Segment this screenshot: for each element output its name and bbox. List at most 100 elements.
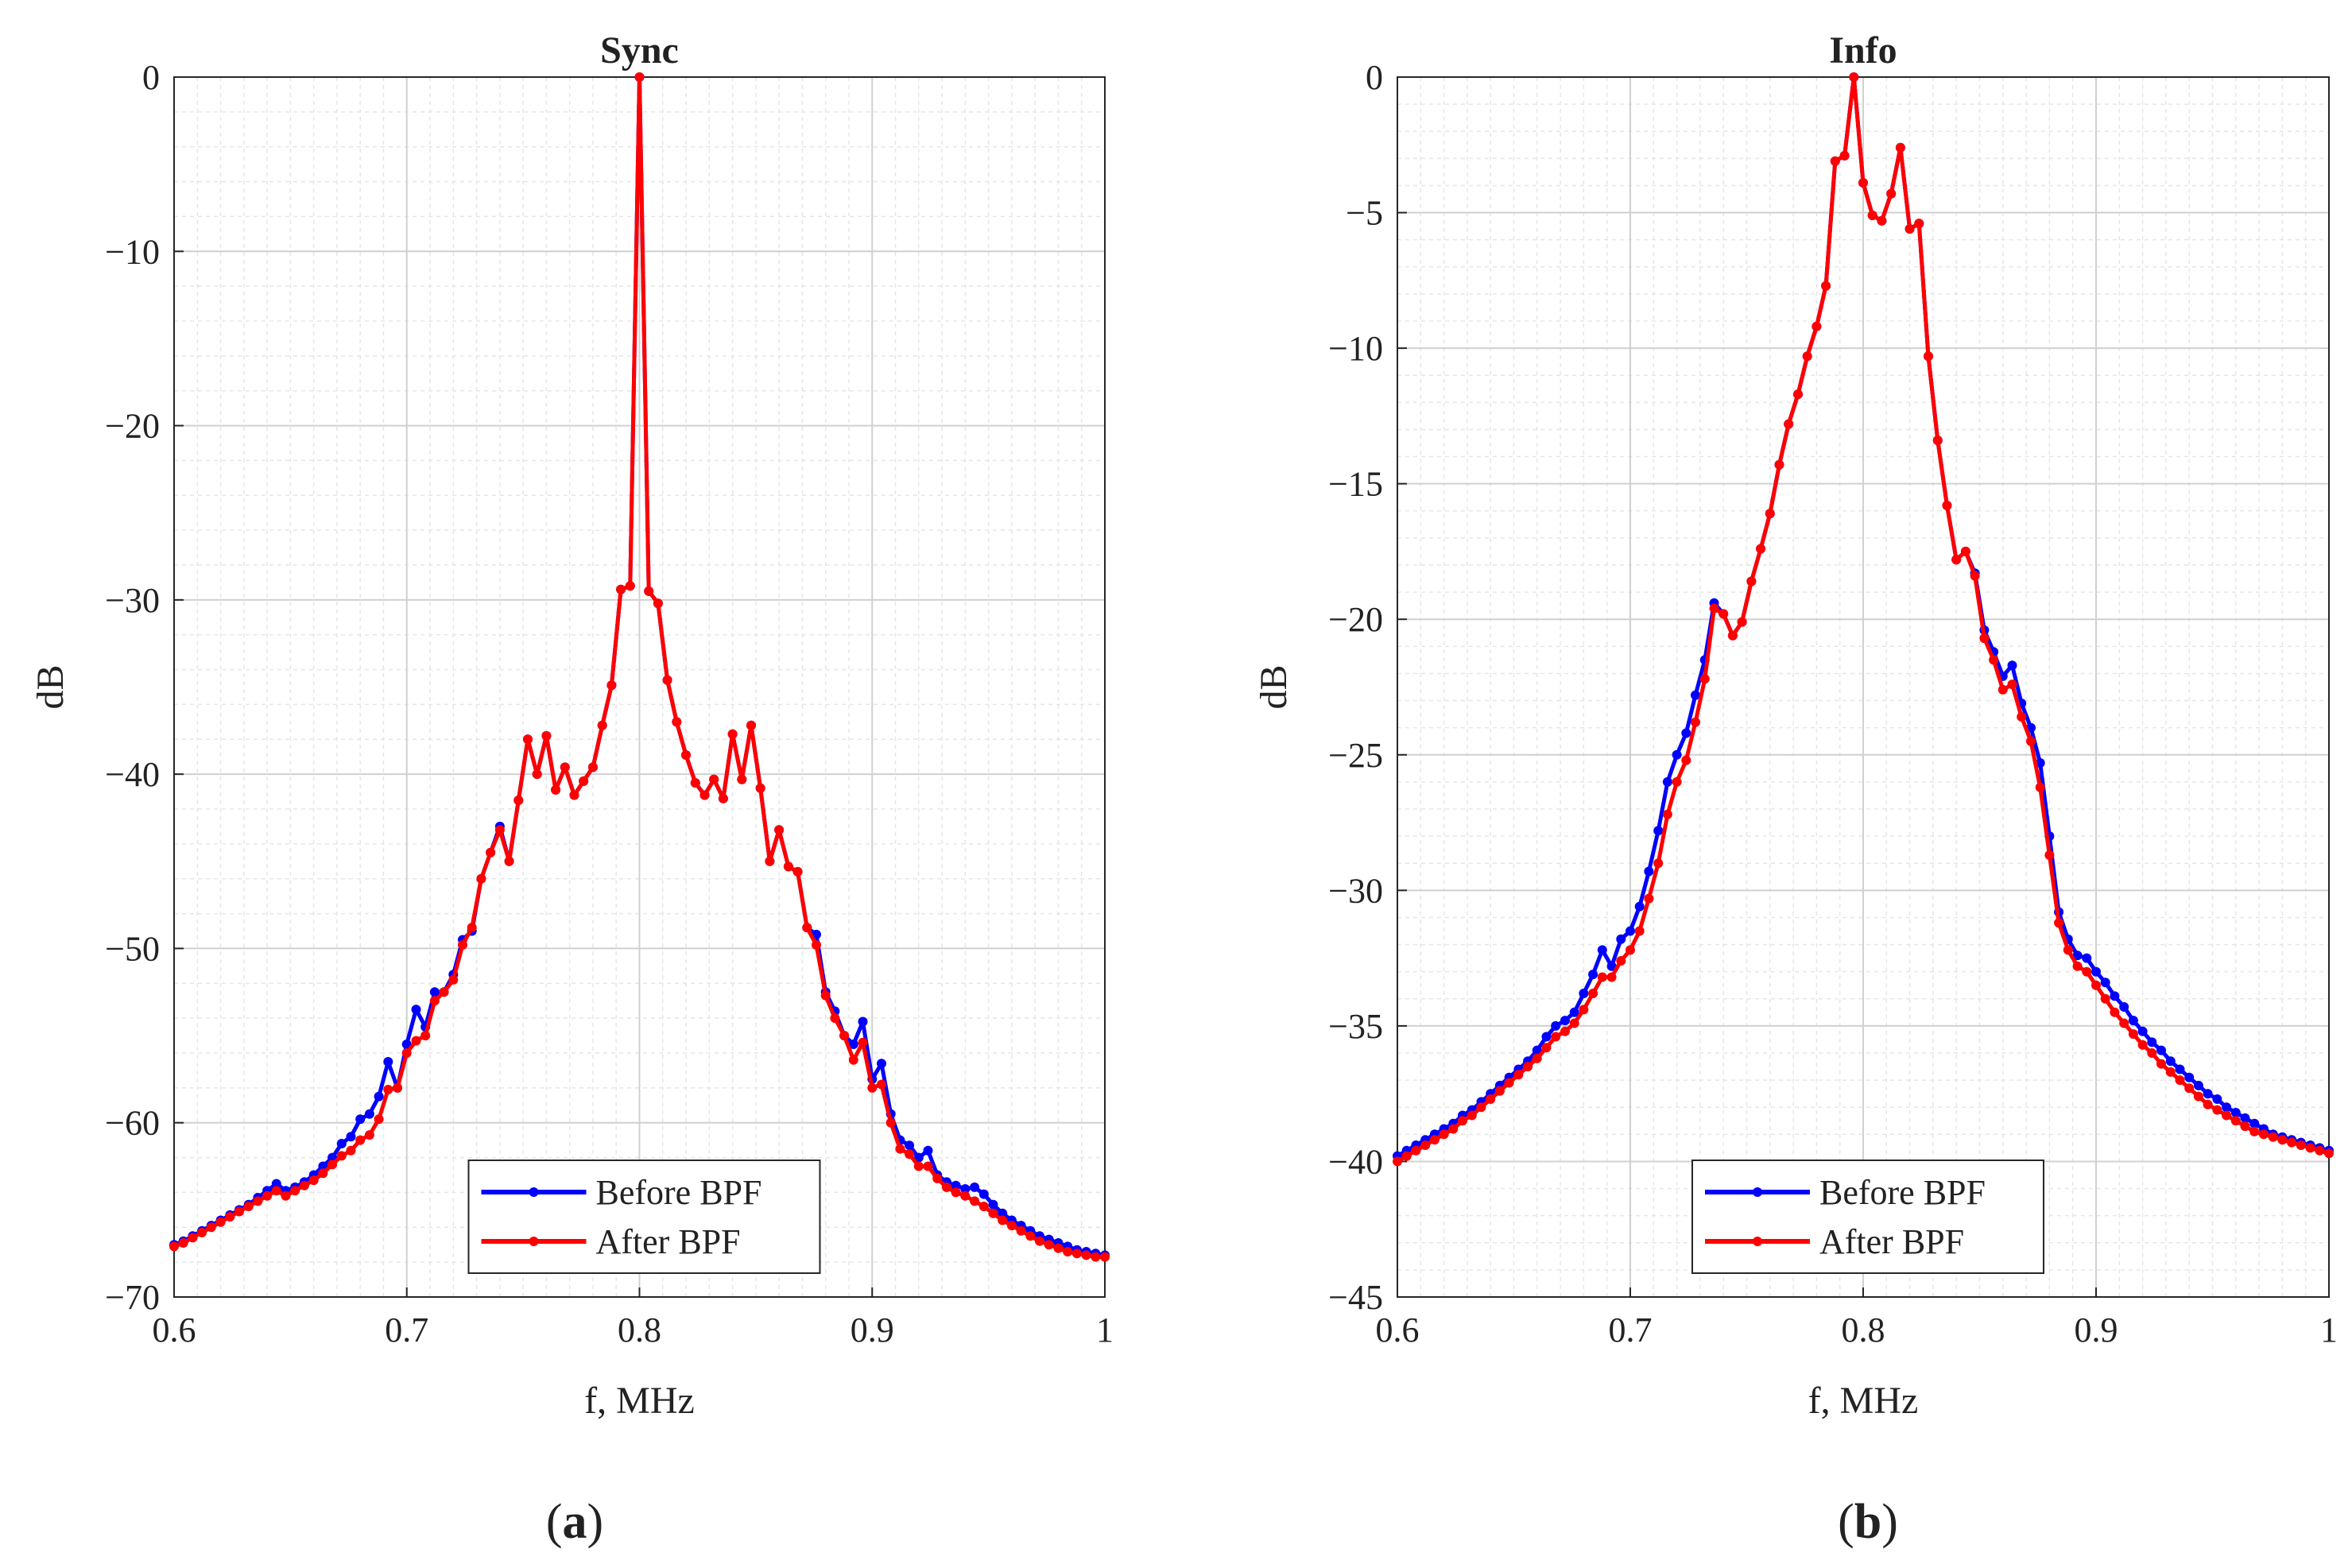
data-point — [1979, 633, 1990, 644]
data-point — [2240, 1121, 2250, 1132]
data-point — [2100, 993, 2110, 1004]
data-point — [1960, 546, 1970, 556]
data-point — [830, 1013, 840, 1024]
data-point — [2007, 660, 2017, 671]
panel-label-a: (a) — [546, 1495, 603, 1549]
data-point — [812, 940, 821, 950]
data-point — [439, 987, 449, 997]
data-point — [308, 1175, 319, 1186]
data-point — [1063, 1247, 1073, 1256]
x-tick-label: 0.9 — [2075, 1311, 2118, 1349]
data-point — [1597, 945, 1607, 955]
x-tick-label: 0.6 — [1376, 1311, 1420, 1349]
data-point — [1025, 1231, 1036, 1241]
data-point — [1989, 655, 1999, 665]
data-point — [532, 769, 542, 780]
x-tick-label: 0.7 — [1609, 1311, 1653, 1349]
axis-ticks: 0.6 0.7 0.8 0.9 1 0 −5 −10 −15 −20 −25 −30 −35 −40 −45 — [1328, 58, 2338, 1349]
data-point — [597, 720, 607, 730]
data-point — [1756, 544, 1766, 554]
data-point — [792, 866, 803, 877]
data-point — [1774, 459, 1784, 470]
data-point — [1458, 1116, 1467, 1126]
data-point — [1765, 509, 1775, 519]
data-point — [1625, 926, 1635, 936]
chart-info: 0.6 0.7 0.8 0.9 1 0 −5 −10 −15 −20 −25 −30 −35 −40 −45… — [1253, 29, 2338, 1549]
data-point — [374, 1114, 384, 1125]
data-point — [998, 1208, 1008, 1218]
data-point — [411, 1005, 421, 1015]
data-point — [253, 1196, 263, 1206]
data-point — [1634, 901, 1645, 912]
y-tick-label: −20 — [1328, 600, 1383, 639]
data-point — [569, 790, 579, 800]
data-point — [1672, 749, 1682, 760]
x-axis-label: f, MHz — [1808, 1380, 1919, 1422]
data-point — [1494, 1086, 1505, 1096]
data-point — [2156, 1059, 2166, 1069]
legend-marker-after-bpf — [1753, 1237, 1762, 1246]
y-tick-label: −50 — [105, 929, 160, 968]
data-point — [1429, 1135, 1439, 1145]
data-point — [2137, 1026, 2148, 1036]
x-axis-label: f, MHz — [584, 1380, 695, 1422]
data-point — [2315, 1145, 2325, 1156]
data-point — [1486, 1094, 1496, 1104]
data-point — [1532, 1053, 1542, 1063]
data-point — [429, 987, 440, 997]
data-point — [1091, 1252, 1101, 1262]
data-point — [1644, 893, 1654, 904]
legend-entry-after-bpf: After BPF — [1705, 1222, 1964, 1261]
data-point — [839, 1031, 850, 1041]
legend: Before BPF After BPF — [467, 1160, 821, 1274]
y-tick-label: 0 — [1366, 58, 1383, 97]
legend-entry-before-bpf: Before BPF — [481, 1173, 762, 1212]
data-point — [1597, 972, 1607, 982]
data-point — [178, 1238, 188, 1248]
data-point — [467, 923, 477, 933]
data-point — [1053, 1243, 1064, 1253]
data-point — [420, 1031, 431, 1041]
data-point — [1513, 1070, 1524, 1080]
data-point — [2035, 758, 2045, 768]
chart-sync: 0.6 0.7 0.8 0.9 1 0 −10 −20 −30 −40 −50 −60 −70 Sync… — [29, 29, 1114, 1549]
data-point — [2193, 1080, 2203, 1090]
data-point — [560, 762, 570, 772]
data-point — [1727, 630, 1738, 641]
data-point — [905, 1149, 915, 1160]
data-point — [1718, 609, 1729, 619]
data-point — [644, 586, 654, 596]
data-point — [476, 873, 486, 884]
data-point — [885, 1117, 896, 1128]
data-point — [978, 1202, 989, 1211]
data-point — [727, 729, 738, 739]
data-point — [1551, 1020, 1561, 1031]
data-point — [1951, 555, 1962, 565]
data-point — [774, 825, 785, 835]
data-point — [206, 1222, 216, 1233]
data-point — [2249, 1126, 2260, 1136]
data-point — [1849, 72, 1859, 82]
data-point — [2240, 1113, 2250, 1123]
data-point — [1942, 501, 1952, 510]
data-point — [941, 1182, 951, 1192]
legend-marker-after-bpf — [529, 1237, 539, 1246]
data-point — [579, 776, 589, 786]
data-point — [2249, 1118, 2260, 1129]
data-point — [1504, 1078, 1514, 1088]
y-tick-label: −5 — [1346, 194, 1383, 233]
data-point — [1541, 1043, 1552, 1053]
data-point — [318, 1168, 328, 1179]
data-point — [1709, 603, 1719, 614]
x-tick-label: 0.9 — [851, 1311, 894, 1349]
data-point — [327, 1160, 338, 1170]
data-point — [2230, 1108, 2241, 1117]
data-point — [2156, 1045, 2166, 1055]
x-tick-label: 0.6 — [153, 1311, 196, 1349]
data-point — [681, 750, 691, 760]
data-point — [1606, 961, 1617, 971]
data-point — [1448, 1124, 1459, 1134]
data-point — [2100, 978, 2110, 988]
data-point — [970, 1196, 980, 1206]
data-point — [848, 1040, 858, 1049]
